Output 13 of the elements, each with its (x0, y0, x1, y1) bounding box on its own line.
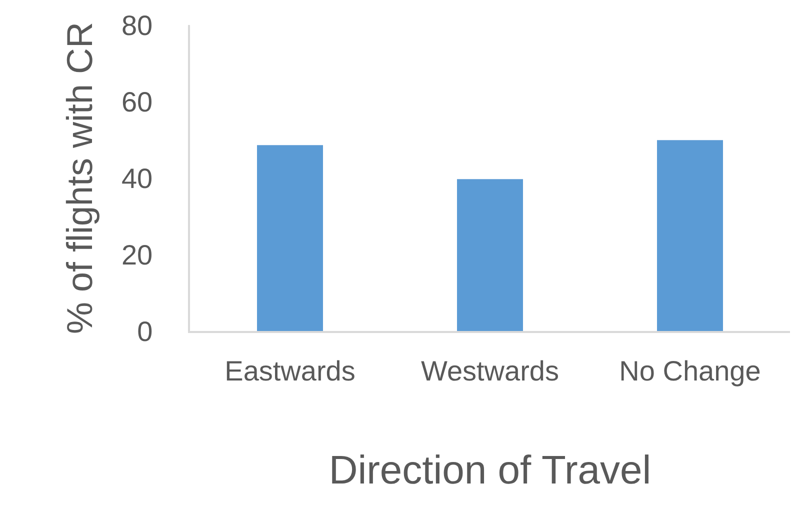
x-tick-label: Eastwards (224, 355, 356, 386)
y-tick-label: 40 (121, 162, 153, 194)
y-tick-label: 0 (137, 316, 153, 347)
y-tick-label: 80 (121, 10, 153, 41)
x-axis-title: Direction of Travel (328, 448, 652, 492)
x-tick-label: Westwards (421, 355, 559, 386)
bar (257, 145, 323, 331)
y-tick-label: 60 (121, 86, 153, 118)
x-tick-label: No Change (619, 355, 761, 386)
bar (457, 179, 523, 331)
y-tick-label: 20 (121, 239, 153, 270)
y-axis-title: % of flights with CR (58, 22, 100, 334)
bar (657, 140, 723, 331)
